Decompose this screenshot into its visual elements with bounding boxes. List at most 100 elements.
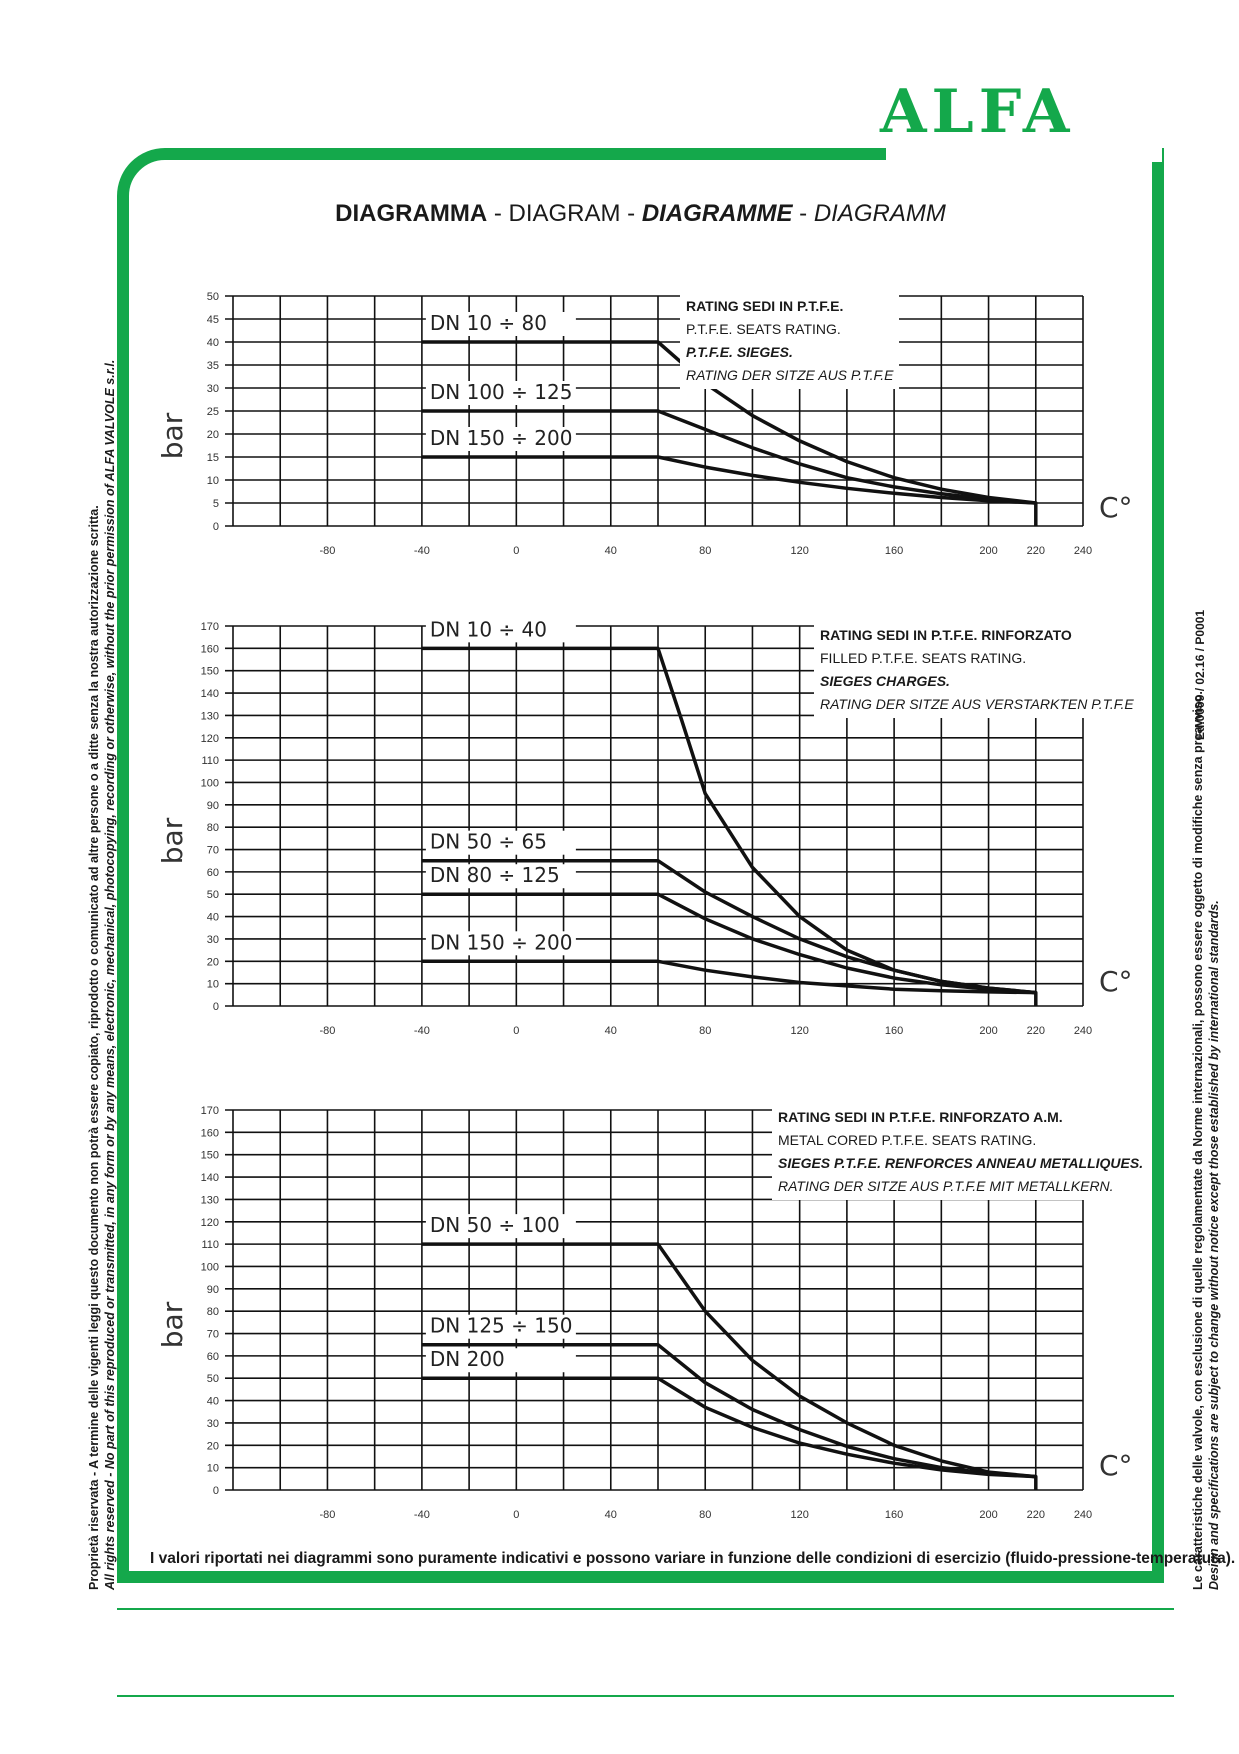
series-label-bg (425, 312, 576, 336)
title-part-2: DIAGRAM (508, 200, 621, 227)
series-line (421, 1376, 1036, 1479)
y-tick-label: 20 (207, 956, 219, 968)
x-tick-label: -80 (319, 545, 335, 557)
x-tick-label: 120 (790, 545, 808, 557)
legend-1-line-2: P.T.F.E. SEATS RATING. (686, 321, 841, 337)
y-tick-label: 60 (207, 1351, 219, 1363)
footer-rule-1 (117, 1608, 1174, 1610)
y-tick-label: 110 (201, 1239, 219, 1251)
spec-line-en: Design and specifications are subject to… (1207, 900, 1221, 1590)
y-tick-label: 30 (207, 1418, 219, 1430)
y-tick-label: 80 (207, 1306, 219, 1318)
series-label: DN 10 ÷ 40 (430, 617, 547, 641)
series-label: DN 150 ÷ 200 (430, 930, 573, 954)
legend-1-line-1: RATING SEDI IN P.T.F.E. (686, 298, 844, 314)
title-sep-3: - (792, 200, 814, 227)
x-tick-label: 220 (1027, 545, 1045, 557)
legend-1-line-4: RATING DER SITZE AUS P.T.F.E (686, 367, 894, 383)
series-label-bg (425, 381, 576, 405)
y-tick-label: 60 (207, 867, 219, 879)
y-tick-label: 70 (207, 845, 219, 857)
series-label: DN 50 ÷ 100 (430, 1213, 560, 1237)
y-tick-label: 100 (201, 777, 219, 789)
legend-1-line-3: P.T.F.E. SIEGES. (686, 344, 793, 360)
x-tick-label: 120 (790, 1509, 808, 1521)
edition-code: Ed.0009 / 02.16 / P0001 (1193, 609, 1207, 740)
series-label: DN 10 ÷ 80 (430, 311, 547, 335)
series-label-bg (425, 864, 576, 889)
y-tick-label: 45 (207, 314, 219, 326)
y-tick-label: 130 (201, 1194, 219, 1206)
y-tick-label: 50 (207, 1373, 219, 1385)
y-tick-label: 150 (201, 1150, 219, 1162)
x-tick-label: 240 (1074, 1509, 1092, 1521)
x-tick-label: 160 (885, 1025, 903, 1037)
y-tick-label: 15 (207, 452, 219, 464)
x-tick-label: 160 (885, 545, 903, 557)
series-line (421, 959, 1036, 995)
x-tick-label: 40 (605, 545, 617, 557)
x-tick-label: 0 (513, 545, 519, 557)
y-tick-label: 150 (201, 666, 219, 678)
series-line (421, 858, 1036, 995)
y-tick-label: 20 (207, 1440, 219, 1452)
series-label: DN 200 (430, 1347, 505, 1371)
x-tick-label: -40 (414, 1025, 430, 1037)
legend-2-line-1: RATING SEDI IN P.T.F.E. RINFORZATO (820, 627, 1072, 643)
series-label-bg (425, 1348, 576, 1373)
footnote: I valori riportati nei diagrammi sono pu… (150, 1550, 1236, 1567)
chart-1-legend: RATING SEDI IN P.T.F.E. P.T.F.E. SEATS R… (680, 293, 900, 389)
series-label-bg (425, 1214, 576, 1239)
series-label: DN 80 ÷ 125 (430, 863, 560, 887)
y-tick-label: 40 (207, 1396, 219, 1408)
y-tick-label: 35 (207, 360, 219, 372)
x-tick-label: 200 (979, 1509, 997, 1521)
y-axis-label: bar (156, 817, 189, 864)
title-sep-1: - (487, 200, 509, 227)
series-label-bg (425, 427, 576, 451)
legend-2-line-3: SIEGES CHARGES. (820, 673, 950, 689)
x-tick-label: 0 (513, 1025, 519, 1037)
y-tick-label: 30 (207, 383, 219, 395)
y-tick-label: 50 (207, 889, 219, 901)
y-tick-label: 140 (201, 688, 219, 700)
chart-3-legend: RATING SEDI IN P.T.F.E. RINFORZATO A.M. … (772, 1104, 1150, 1200)
copyright-notice: Proprietà riservata - A termine delle vi… (86, 360, 118, 1590)
y-tick-label: 90 (207, 1284, 219, 1296)
x-tick-label: 220 (1027, 1509, 1045, 1521)
x-tick-label: -80 (319, 1025, 335, 1037)
y-tick-label: 40 (207, 337, 219, 349)
y-axis-label: bar (156, 1301, 189, 1348)
y-tick-label: 90 (207, 800, 219, 812)
y-tick-label: 160 (201, 643, 219, 655)
x-tick-label: -40 (414, 1509, 430, 1521)
y-tick-label: 110 (201, 755, 219, 767)
series-line (421, 409, 1036, 505)
legend-2-line-2: FILLED P.T.F.E. SEATS RATING. (820, 650, 1027, 666)
x-tick-label: 240 (1074, 1025, 1092, 1037)
x-tick-label: 80 (699, 1509, 711, 1521)
x-tick-label: 40 (605, 1025, 617, 1037)
y-tick-label: 170 (201, 1105, 219, 1117)
x-tick-label: 40 (605, 1509, 617, 1521)
y-tick-label: 40 (207, 912, 219, 924)
page-title: DIAGRAMMA - DIAGRAM - DIAGRAMME - DIAGRA… (117, 200, 1164, 228)
y-tick-label: 0 (213, 521, 219, 533)
y-tick-label: 120 (201, 733, 219, 745)
series-label: DN 100 ÷ 125 (430, 380, 573, 404)
y-tick-label: 120 (201, 1217, 219, 1229)
frame-gap (886, 146, 1162, 162)
title-part-3: DIAGRAMME (641, 200, 793, 227)
y-tick-label: 170 (201, 621, 219, 633)
y-axis-label: bar (156, 412, 189, 459)
series-line (421, 892, 1036, 995)
series-label-bg (425, 1314, 576, 1339)
page-frame (117, 148, 1164, 1583)
y-tick-label: 5 (213, 498, 219, 510)
x-tick-label: 200 (979, 545, 997, 557)
series-label: DN 50 ÷ 65 (430, 830, 547, 854)
title-sep-2: - (620, 200, 642, 227)
legend-3-line-1: RATING SEDI IN P.T.F.E. RINFORZATO A.M. (778, 1109, 1063, 1125)
y-tick-label: 80 (207, 822, 219, 834)
series-label-bg (425, 830, 576, 855)
